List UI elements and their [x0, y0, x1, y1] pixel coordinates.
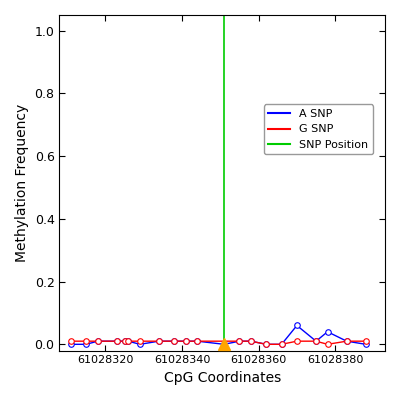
Y-axis label: Methylation Frequency: Methylation Frequency: [15, 104, 29, 262]
X-axis label: CpG Coordinates: CpG Coordinates: [164, 371, 281, 385]
Legend: A SNP, G SNP, SNP Position: A SNP, G SNP, SNP Position: [264, 104, 373, 154]
